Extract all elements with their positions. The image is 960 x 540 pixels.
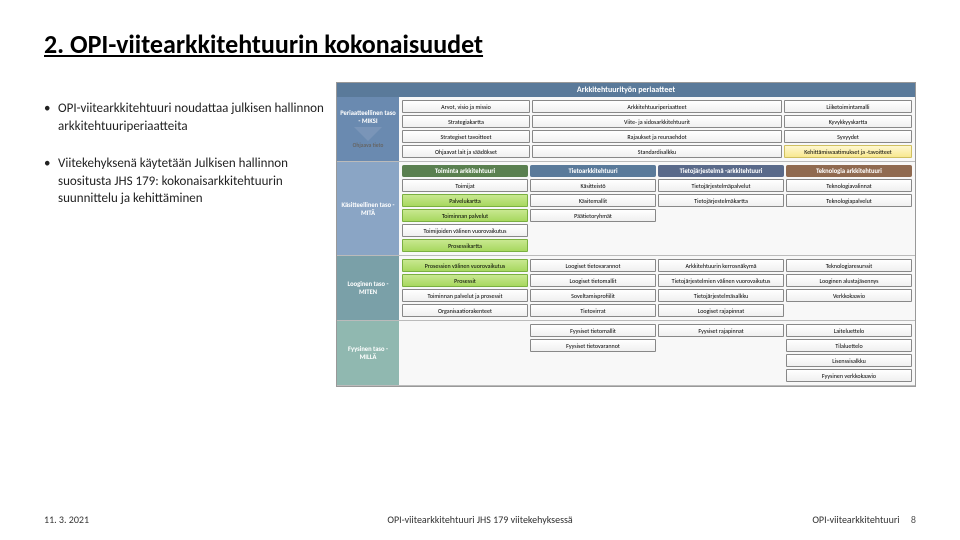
diagram-col: Loogiset tietovarannot Loogiset tietomall…: [530, 259, 656, 317]
diagram-cell: Prosessit: [402, 274, 528, 287]
diagram-cell: Laiteluettelo: [786, 324, 912, 337]
diagram-cell: Toiminnan palvelut: [402, 209, 528, 222]
arrow-icon: [354, 127, 382, 141]
diagram-cell: Tietojärjestelmien välinen vuorovaikutus: [658, 274, 784, 287]
level-logical: Looginen taso - MITEN: [337, 256, 399, 320]
ohjaava-label: Ohjaava tieto: [353, 143, 384, 149]
diagram-cell: Arvot, visio ja missio: [402, 100, 530, 113]
diagram-cell: Tilaluettelo: [786, 339, 912, 352]
diagram-cell: Teknologiapalvelut: [786, 194, 912, 207]
diagram-cell: Looginen alustajäsennys: [786, 274, 912, 287]
slide-footer: 11. 3. 2021 OPI-viitearkkitehtuuri JHS 1…: [44, 513, 916, 526]
diagram-col: Fyysiset tietomallit Fyysiset tietovarann…: [530, 324, 656, 382]
bullet-list: OPI-viitearkkitehtuuri noudattaa julkise…: [44, 82, 324, 387]
diagram-cell: Palvelukartta: [402, 194, 528, 207]
diagram-cell: Käsitemallit: [530, 194, 656, 207]
diagram-cell: Loogiset rajapinnat: [658, 304, 784, 317]
diagram-cell: Standardisalkku: [532, 145, 782, 158]
content-area: OPI-viitearkkitehtuuri noudattaa julkise…: [44, 82, 916, 387]
diagram-cell: Teknologiavalinnat: [786, 179, 912, 192]
bullet-1: OPI-viitearkkitehtuuri noudattaa julkise…: [44, 100, 324, 135]
footer-date: 11. 3. 2021: [44, 513, 89, 526]
footer-label: OPI-viitearkkitehtuuri: [812, 513, 899, 526]
jhs179-diagram: Arkkitehtuurityön periaatteet Periaattee…: [336, 82, 916, 387]
diagram-cell: Fyysiset rajapinnat: [658, 324, 784, 337]
section-conceptual: Käsitteellinen taso - MITÄ Toiminta arkk…: [337, 162, 915, 256]
level-principle: Periaatteellinen taso - MIKSI Ohjaava ti…: [337, 97, 399, 161]
page-number: 8: [911, 513, 916, 526]
diagram-cell: Liiketoimintamalli: [784, 100, 912, 113]
diagram-cell: Toimijoiden välinen vuorovaikutus: [402, 224, 528, 237]
level-physical: Fyysinen taso - MILLÄ: [337, 321, 399, 385]
diagram-header: Arkkitehtuurityön periaatteet: [337, 83, 915, 97]
diagram-col: Teknologiaresurssit Looginen alustajäsenn…: [786, 259, 912, 317]
diagram-cell: Rajaukset ja reunaehdot: [532, 130, 782, 143]
diagram-cell: Organisaatiorakenteet: [402, 304, 528, 317]
diagram-cell: Strategiset tavoitteet: [402, 130, 530, 143]
diagram-cell: Prosessikartta: [402, 239, 528, 252]
diagram-col: Arkkitehtuurin kerrosnäkymä Tietojärjeste…: [658, 259, 784, 317]
diagram-cell: Teknologiaresurssit: [786, 259, 912, 272]
diagram-cell: Käsitteistö: [530, 179, 656, 192]
diagram-cell: Kyvykkyyskartta: [784, 115, 912, 128]
diagram-cell: Arkkitehtuurin kerrosnäkymä: [658, 259, 784, 272]
diagram-cell: Tietojärjestelmäsalkku: [658, 289, 784, 302]
diagram-cell: Syvyydet: [784, 130, 912, 143]
slide-title: 2. OPI-viitearkkitehtuurin kokonaisuudet: [44, 28, 916, 60]
diagram-cell: Arkkitehtuuriperiaatteet: [532, 100, 782, 113]
diagram-cell: Ohjaavat lait ja säädökset: [402, 145, 530, 158]
diagram-cell: Fyysiset tietovarannot: [530, 339, 656, 352]
diagram-cell: Prosessien välinen vuorovaikutus: [402, 259, 528, 272]
section-logical: Looginen taso - MITEN Prosessien välinen…: [337, 256, 915, 321]
section-principle: Periaatteellinen taso - MIKSI Ohjaava ti…: [337, 97, 915, 162]
diagram-cell: Loogiset tietovarannot: [530, 259, 656, 272]
diagram-cell: Toiminnan palvelut ja prosessit: [402, 289, 528, 302]
diagram-cell: Tietojärjestelmäpalvelut: [658, 179, 784, 192]
diagram-cell: Fyysinen verkkokaavio: [786, 369, 912, 382]
diagram-col: Prosessien välinen vuorovaikutus Prosessi…: [402, 259, 528, 317]
bullet-2: Viitekehyksenä käytetään Julkisen hallin…: [44, 155, 324, 208]
section-physical: Fyysinen taso - MILLÄ Fyysiset tietomall…: [337, 321, 915, 386]
diagram-cell: Toimijat: [402, 179, 528, 192]
diagram-cell: Verkkokaavio: [786, 289, 912, 302]
diagram-cell: Soveltamisprofiilit: [530, 289, 656, 302]
col-header: Tietoarkkitehtuuri: [530, 165, 656, 177]
diagram-cell: Fyysiset tietomallit: [530, 324, 656, 337]
diagram-cell: Loogiset tietomallit: [530, 274, 656, 287]
diagram-caption: OPI-viitearkkitehtuuri JHS 179 viitekehy…: [387, 513, 572, 526]
diagram-cell: Strategiakartta: [402, 115, 530, 128]
diagram-cell: Päätietoryhmät: [530, 209, 656, 222]
diagram-cell: Tietovirrat: [530, 304, 656, 317]
col-header: Tietojärjestelmä -arkkitehtuuri: [658, 165, 784, 177]
diagram-cell: Tietojärjestelmäkartta: [658, 194, 784, 207]
col-header: Teknologia arkkitehtuuri: [786, 165, 912, 177]
level-conceptual: Käsitteellinen taso - MITÄ: [337, 162, 399, 255]
diagram-cell: Viite- ja sidosarkkitehtuurit: [532, 115, 782, 128]
diagram-cell: Lisenssisalkku: [786, 354, 912, 367]
diagram-cell: Kehittämisvaatimukset ja -tavoitteet: [784, 145, 912, 158]
diagram-col: Laiteluettelo Tilaluettelo Lisenssisalkku F…: [786, 324, 912, 382]
diagram-col: Fyysiset rajapinnat: [658, 324, 784, 382]
col-header: Toiminta arkkitehtuuri: [402, 165, 528, 177]
